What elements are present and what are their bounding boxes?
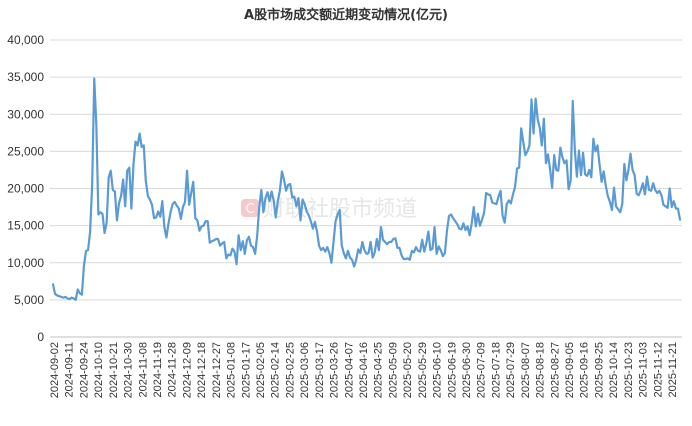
x-tick-label: 2025-10-23 [623,342,635,398]
x-tick-label: 2025-08-18 [535,342,547,398]
x-tick-label: 2025-08-27 [549,342,561,398]
x-tick-label: 2024-11-08 [137,342,149,397]
x-tick-label: 2025-06-30 [461,342,473,398]
x-tick-label: 2025-11-03 [638,342,650,397]
x-tick-label: 2024-09-24 [78,342,90,398]
x-tick-label: 2025-05-09 [387,342,399,398]
x-tick-label: 2025-01-17 [240,342,252,398]
x-tick-label: 2024-10-21 [108,342,120,398]
x-tick-label: 2024-09-11 [64,342,76,397]
y-tick-label: 30,000 [7,107,44,121]
x-tick-label: 2024-11-19 [152,342,164,397]
x-tick-label: 2025-02-05 [255,342,267,398]
y-tick-label: 0 [37,330,44,344]
x-tick-label: 2025-07-09 [476,342,488,398]
x-tick-label: 2025-04-25 [373,342,385,398]
x-tick-label: 2025-03-26 [329,342,341,398]
x-tick-label: 2024-11-28 [167,342,179,397]
x-tick-label: 2025-07-29 [505,342,517,398]
x-tick-label: 2025-04-07 [343,342,355,398]
x-tick-label: 2024-10-30 [123,342,135,398]
x-tick-label: 2025-11-12 [652,342,664,397]
series-line-turnover [51,77,682,301]
x-tick-label: 2025-01-08 [226,342,238,398]
x-tick-label: 2025-02-25 [284,342,296,398]
x-axis-ticks: 2024-09-02 2024-09-11 2024-09-24 2024-10-10… [49,342,679,398]
x-tick-label: 2025-09-16 [579,342,591,398]
x-tick-label: 2025-11-21 [667,342,679,397]
cailian-logo-glyph: C [245,202,254,217]
x-tick-label: 2025-04-16 [358,342,370,398]
y-tick-label: 25,000 [7,144,44,158]
y-tick-label: 35,000 [7,70,44,84]
y-tick-label: 20,000 [7,182,44,196]
x-tick-label: 2025-07-18 [490,342,502,398]
x-tick-label: 2024-10-10 [93,342,105,398]
x-tick-label: 2024-12-18 [196,342,208,398]
x-tick-label: 2025-10-14 [608,342,620,398]
x-tick-label: 2024-12-27 [211,342,223,398]
cailian-logo-icon [241,199,259,217]
watermark: C 财联社股市频道 [241,197,417,222]
x-tick-label: 2025-09-05 [564,342,576,398]
x-tick-label: 2025-06-10 [432,342,444,398]
x-tick-label: 2025-02-14 [270,342,282,398]
x-tick-label: 2024-12-09 [181,342,193,398]
chart-title: A股市场成交额近期变动情况(亿元) [244,7,448,23]
y-tick-label: 15,000 [7,219,44,233]
gridlines [50,39,682,301]
x-tick-label: 2025-03-06 [299,342,311,398]
x-tick-label: 2025-08-07 [520,342,532,398]
x-tick-label: 2025-05-29 [417,342,429,398]
x-tick-label: 2024-09-02 [49,342,61,398]
x-tick-label: 2025-06-19 [446,342,458,398]
y-tick-label: 40,000 [7,33,44,47]
x-tick-label: 2025-03-17 [314,342,326,398]
y-axis-ticks: 0 5,000 10,000 15,000 20,000 25,000 30,000 35,0… [7,33,44,344]
x-tick-label: 2025-05-20 [402,342,414,398]
y-tick-label: 5,000 [14,293,44,307]
x-tick-label: 2025-09-25 [593,342,605,398]
y-tick-label: 10,000 [7,256,44,270]
